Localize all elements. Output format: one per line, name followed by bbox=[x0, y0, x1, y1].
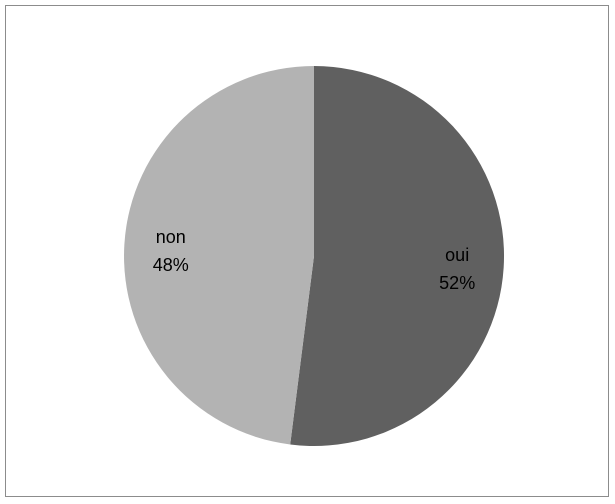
pie-label-percent: 52% bbox=[439, 273, 475, 293]
pie-slice-non bbox=[124, 66, 314, 445]
pie-slices bbox=[124, 66, 505, 447]
pie-label-non: non 48% bbox=[153, 227, 189, 275]
pie-label-percent: 48% bbox=[153, 255, 189, 275]
pie-label-category: non bbox=[156, 227, 186, 247]
pie-slice-oui bbox=[290, 66, 505, 447]
pie-labels: oui 52% non 48% bbox=[153, 227, 475, 293]
pie-label-category: oui bbox=[445, 245, 469, 265]
pie-label-oui: oui 52% bbox=[439, 245, 475, 293]
